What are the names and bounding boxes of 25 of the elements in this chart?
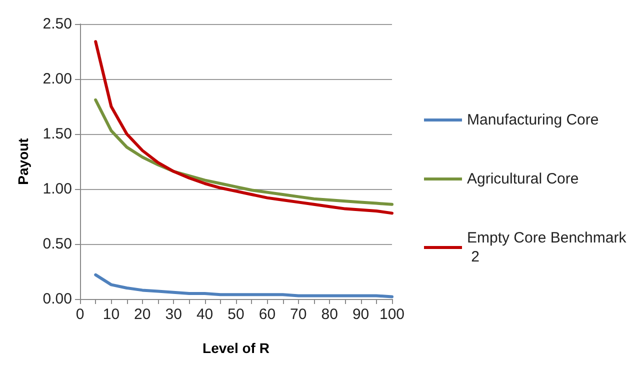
y-tick-label: 1.50 — [42, 126, 72, 142]
x-tick-label: 30 — [165, 306, 182, 323]
legend-label: Agricultural Core — [467, 170, 579, 188]
x-tick-label: 80 — [321, 306, 338, 323]
x-tick-label: 20 — [134, 306, 151, 323]
x-tick-label: 0 — [76, 306, 84, 323]
x-tick-label: 90 — [352, 306, 370, 323]
legend-label: Manufacturing Core — [467, 112, 599, 128]
line-series — [94, 40, 394, 215]
y-tick-label: 0.00 — [42, 290, 72, 308]
x-tick-label: 50 — [228, 306, 244, 323]
x-tick-label: 60 — [258, 306, 276, 323]
y-axis-title: Payout — [15, 138, 31, 185]
x-tick-label: 100 — [379, 306, 405, 323]
x-tick-label: 70 — [290, 306, 307, 323]
y-tick-label: 0.50 — [42, 236, 72, 252]
x-axis-title: Level of R — [202, 340, 270, 356]
line-series — [94, 273, 394, 298]
x-tick-label: 10 — [102, 306, 120, 323]
y-tick-label: 2.00 — [42, 70, 72, 88]
x-tick-label: 40 — [196, 306, 214, 323]
legend-label: Empty Core Benchmark 2 — [467, 230, 627, 266]
y-tick-label: 1.00 — [42, 180, 72, 198]
y-tick-label: 2.50 — [42, 16, 72, 32]
line-series — [94, 98, 394, 206]
